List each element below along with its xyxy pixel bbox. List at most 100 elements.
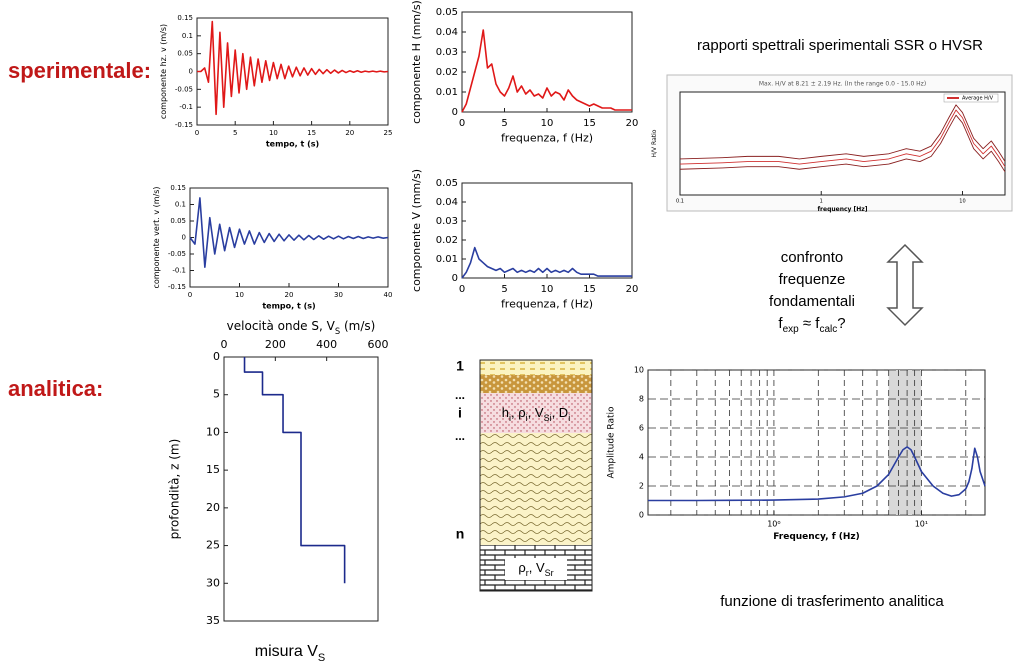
x-tick-label: 20: [345, 129, 354, 137]
legend-box: [943, 93, 999, 103]
x-axis-label: frequenza, f (Hz): [501, 297, 593, 310]
y-tick-label: 0.01: [436, 254, 458, 265]
layer-props: hi, ρi, VSi, Di: [502, 405, 570, 423]
y-tick-label: 0: [189, 68, 193, 76]
prop: , ρ: [511, 405, 526, 420]
y-tick-label: -0.15: [168, 283, 186, 291]
data-line: [197, 20, 389, 116]
y-tick-label: 4: [639, 453, 644, 462]
compare-line: fondamentali: [769, 293, 855, 310]
x-axis-label: frequency [Hz]: [817, 206, 867, 213]
label-part: (m/s): [340, 318, 375, 332]
prop: ρ: [518, 560, 525, 575]
label-part: velocità onde S, V: [227, 318, 336, 332]
y-tick-label: 10: [206, 425, 220, 438]
data-line: [679, 114, 1006, 173]
y-tick-label: 0.03: [436, 216, 458, 227]
y-tick-label: 20: [206, 501, 220, 514]
y-axis-label: componente H (mm/s): [410, 0, 423, 124]
x-tick-label: 0: [221, 338, 228, 351]
x-tick-label: 30: [334, 291, 343, 299]
layer-i: [480, 393, 592, 433]
prop-sub: i: [568, 413, 570, 423]
tf-caption: funzione di trasferimento analitica: [720, 593, 944, 610]
y-tick-label: 0.02: [436, 67, 458, 78]
y-tick-label: 0.1: [175, 201, 186, 209]
y-tick-label: 15: [206, 463, 220, 476]
y-tick-label: 0.02: [436, 235, 458, 246]
data-line: [243, 357, 346, 584]
layer-index: n: [456, 526, 465, 542]
y-tick-label: 2: [639, 482, 644, 491]
x-tick-label: 200: [265, 338, 286, 351]
prop-sub: r: [526, 568, 529, 578]
layer-index: 1: [456, 358, 464, 374]
y-tick-label: 8: [639, 395, 644, 404]
prop-sub: Si: [544, 413, 552, 423]
x-tick-label: 10: [269, 129, 278, 137]
x-axis-label: tempo, t (s): [266, 140, 319, 149]
layer-index: i: [458, 405, 462, 421]
rock-props: ρr, VSr: [518, 560, 553, 578]
data-line: [679, 104, 1006, 162]
x-tick-label: 10¹: [915, 520, 928, 529]
y-tick-label: -0.15: [175, 121, 193, 129]
y-tick-label: -0.1: [179, 103, 193, 111]
x-tick-label: 15: [307, 129, 316, 137]
layer-dots: ...: [455, 429, 465, 443]
chart: 10⁰ 10¹ 0 2 4 6 8 10: [634, 366, 986, 529]
prop-sub: i: [526, 413, 528, 423]
chart: 0 10 20 30 40 -0.15 -0.1 -0.05 0 0.05 0.1 0.15: [168, 184, 393, 299]
layer-1: [480, 360, 592, 375]
y-tick-label: 0.03: [436, 47, 458, 58]
formula-part: ?: [837, 315, 845, 332]
y-axis-label: componente vert. v (m/s): [152, 186, 161, 288]
y-tick-label: -0.1: [172, 267, 186, 275]
y-tick-label: 0: [213, 350, 220, 363]
data-line: [461, 29, 632, 113]
y-tick-label: 0.04: [436, 197, 458, 208]
prop-sub: Sr: [545, 568, 554, 578]
y-tick-label: 6: [639, 424, 644, 433]
y-tick-label: 30: [206, 576, 220, 589]
y-tick-label: 0.05: [436, 178, 458, 189]
y-axis-label: componente hz. v (m/s): [159, 24, 168, 119]
x-tick-label: 15: [583, 118, 596, 129]
y-tick-label: 0.05: [177, 50, 193, 58]
x-tick-label: 10: [541, 284, 554, 295]
plot-area: [461, 182, 633, 279]
plot-area: [461, 11, 633, 113]
compare-line: confronto: [781, 249, 844, 266]
y-axis-label: componente V (mm/s): [410, 169, 423, 292]
prop: , V: [528, 405, 544, 420]
y-tick-label: 0.04: [436, 27, 458, 38]
layer-n: [480, 433, 592, 545]
y-axis-label: H/V Ratio: [651, 129, 658, 157]
data-line: [461, 246, 632, 279]
prop: , V: [529, 560, 545, 575]
double-arrow: [886, 243, 924, 327]
y-tick-label: 0: [639, 511, 644, 520]
layer-2: [480, 375, 592, 393]
chart: 0 5 10 15 20 25 -0.15 -0.1 -0.05 0 0.05 0.1 0.15: [175, 14, 393, 137]
x-tick-label: 5: [501, 118, 507, 129]
caption-part: misura V: [255, 643, 318, 660]
prop: , D: [552, 405, 569, 420]
x-tick-label: 600: [368, 338, 389, 351]
y-tick-label: 25: [206, 539, 220, 552]
layer-dots: ...: [455, 388, 465, 402]
plot-area: [679, 91, 1006, 196]
x-axis-label: tempo, t (s): [262, 302, 315, 311]
y-tick-label: 0.05: [170, 217, 186, 225]
formula-part: ≈ f: [799, 315, 821, 332]
x-axis-label: frequenza, f (Hz): [501, 131, 593, 144]
x-tick-label: 0: [188, 291, 192, 299]
vs-caption: misura VS: [255, 643, 325, 662]
analytic-label: analitica:: [8, 376, 103, 401]
compare-line: frequenze: [779, 271, 846, 288]
x-tick-label: 0: [459, 118, 465, 129]
chart: 0.1 1 10 Average H/V: [676, 91, 1006, 205]
x-tick-label: 400: [316, 338, 337, 351]
chart-title: Max. H/V at 8.21 ± 2.19 Hz. (In the rang…: [759, 81, 926, 88]
y-tick-label: 0.05: [436, 7, 458, 18]
